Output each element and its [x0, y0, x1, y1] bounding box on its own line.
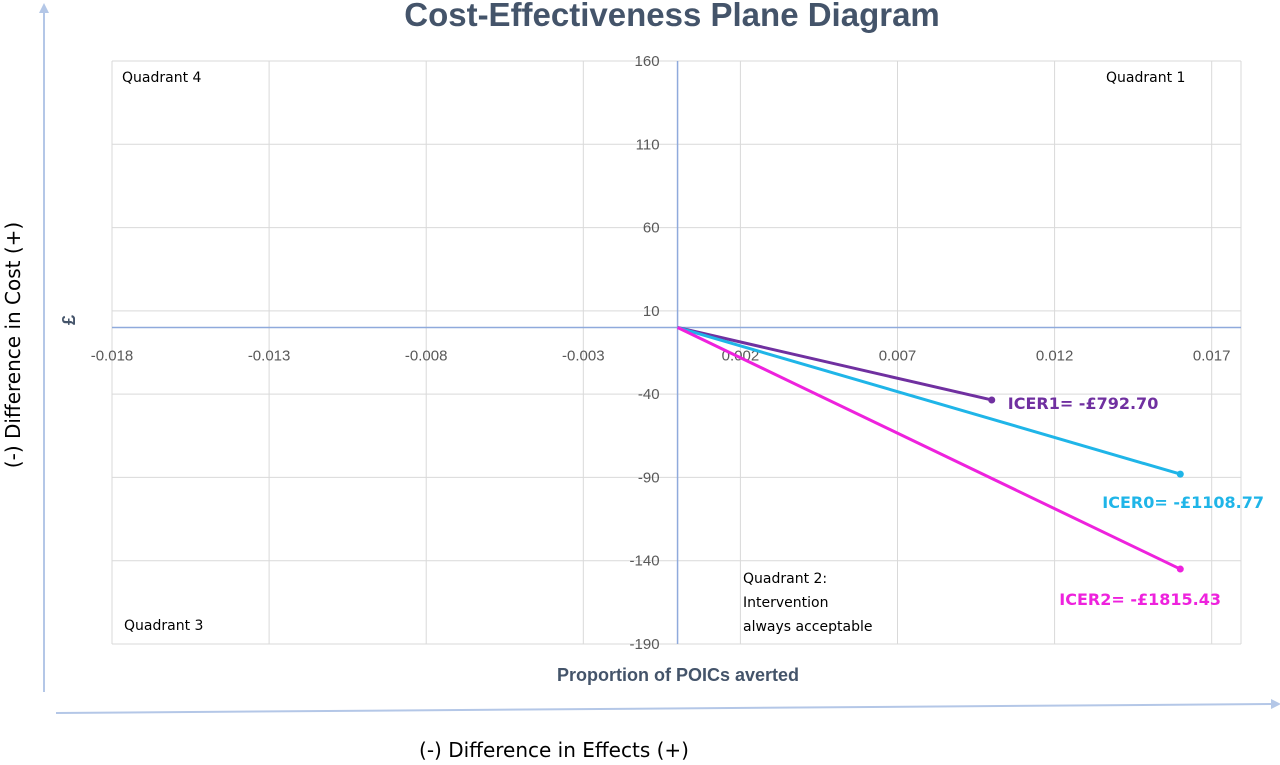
x-tick-label: -0.013 [248, 348, 291, 365]
series-line [676, 326, 1181, 571]
y-tick-label: 10 [643, 303, 660, 320]
data-point [1176, 565, 1184, 573]
outer-x-arrow [55, 699, 1280, 714]
x-tick-label: -0.003 [562, 348, 605, 365]
series-line [677, 326, 993, 402]
data-point [988, 396, 996, 404]
x-axis-title: Proportion of POICs averted [557, 665, 799, 685]
quadrant-2-label-line-2: Intervention [743, 595, 828, 611]
series-label: ICER2= -£1815.43 [1059, 590, 1221, 609]
y-tick-labels: 160 110 60 10 -40 -90 -140 -190 [630, 53, 660, 653]
y-axis-title: £ [59, 315, 79, 325]
series-lines: ICER1= -£792.70 ICER0= -£1108.77 ICER2= -£… [676, 326, 1264, 609]
quadrant-4-label: Quadrant 4 [122, 70, 202, 86]
y-tick-label: -190 [630, 636, 660, 653]
quadrant-1-label: Quadrant 1 [1106, 70, 1185, 86]
y-tick-label: -40 [638, 386, 660, 403]
y-tick-label: 110 [636, 136, 660, 153]
x-tick-label: 0.017 [1193, 348, 1231, 365]
x-tick-label: -0.018 [91, 348, 134, 365]
grid-lines [111, 60, 1242, 645]
chart-title: Cost-Effectiveness Plane Diagram [404, 0, 940, 33]
y-tick-label: -90 [638, 469, 660, 486]
outer-x-label: (-) Difference in Effects (+) [419, 738, 689, 762]
x-tick-label: -0.008 [405, 348, 448, 365]
outer-y-label: (-) Difference in Cost (+) [1, 222, 25, 468]
y-tick-label: -140 [630, 553, 660, 570]
quadrant-2-label-line-1: Quadrant 2: [743, 571, 827, 587]
series-line [677, 326, 1181, 476]
x-tick-label: 0.012 [1036, 348, 1074, 365]
y-tick-label: 60 [643, 220, 660, 237]
series-label: ICER0= -£1108.77 [1102, 493, 1264, 512]
data-point [1176, 470, 1184, 478]
plot-axes [112, 61, 1241, 644]
y-tick-label: 160 [635, 53, 660, 70]
x-tick-labels: -0.018 -0.013 -0.008 -0.003 0.002 0.007 0.012 0… [91, 348, 1231, 365]
x-tick-label: 0.007 [879, 348, 917, 365]
quadrant-3-label: Quadrant 3 [124, 618, 203, 634]
series-label: ICER1= -£792.70 [1008, 394, 1159, 413]
quadrant-2-label-line-3: always acceptable [743, 619, 872, 635]
